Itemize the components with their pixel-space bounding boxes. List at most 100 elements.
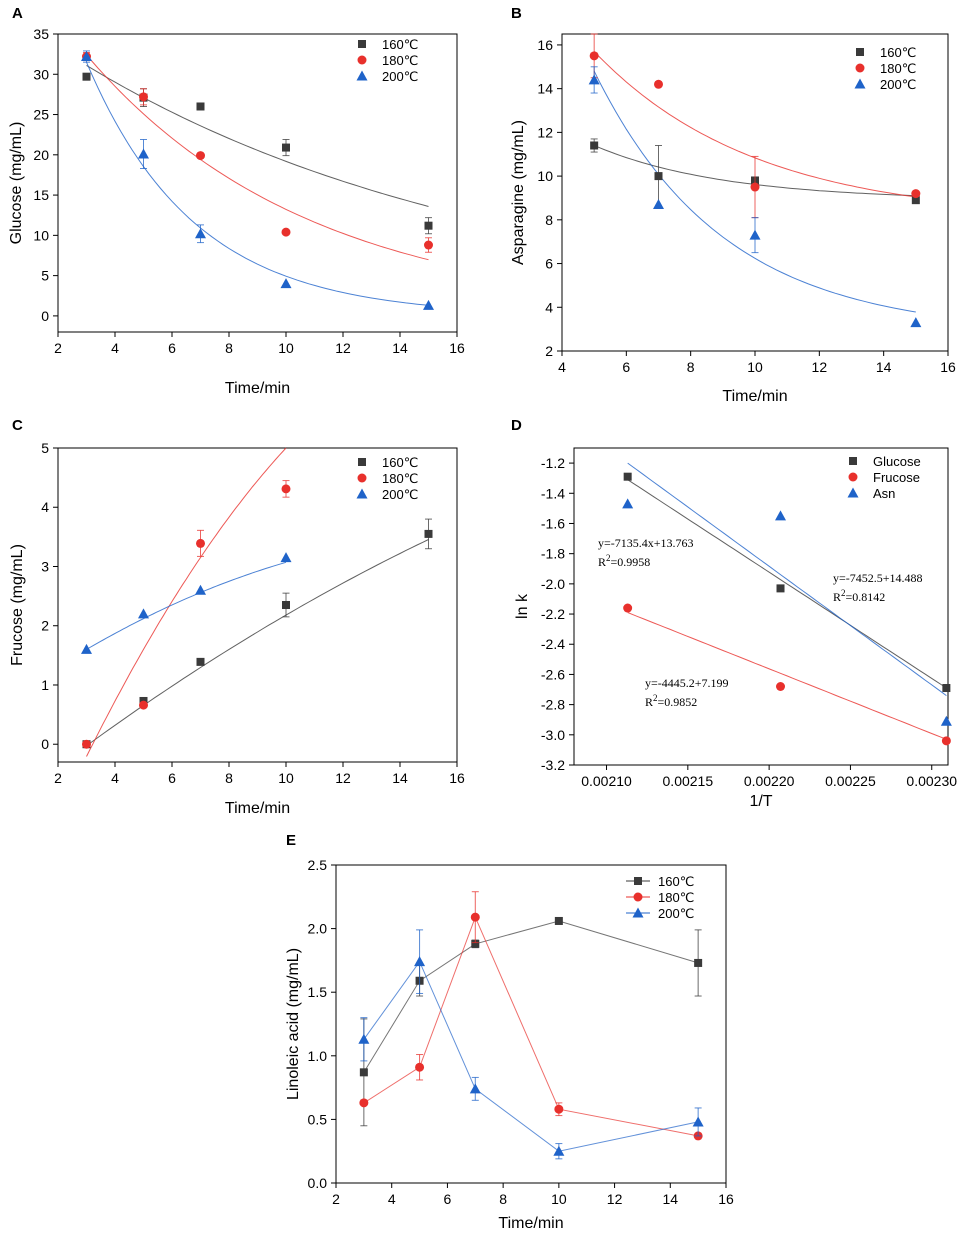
y-tick-label: 20 <box>33 147 49 163</box>
panel-letter: E <box>286 832 296 849</box>
legend-marker <box>856 48 864 56</box>
r-squared-text: R2=0.9852 <box>645 693 697 709</box>
x-tick-label: 8 <box>225 770 233 786</box>
x-tick-label: 12 <box>607 1191 623 1207</box>
legend-label: 180℃ <box>880 61 916 76</box>
y-tick-label: -1.8 <box>541 546 565 562</box>
x-tick-label: 14 <box>662 1191 678 1207</box>
r-squared-sup: 2 <box>841 588 846 598</box>
r-squared-value: =0.8142 <box>846 590 886 604</box>
x-tick-label: 12 <box>812 359 828 375</box>
data-point-1 <box>911 196 920 205</box>
legend-label: 200℃ <box>382 69 418 84</box>
equation-text: y=-7452.5+14.488 <box>833 571 923 585</box>
legend-label: 200℃ <box>658 906 694 921</box>
y-tick-label: 25 <box>33 107 49 123</box>
chart-panel-a: A 2 4 6 8 10 12 14 16 0 5 10 15 20 25 30 35 Time/min Gluco… <box>8 5 465 397</box>
data-point-2 <box>941 736 951 746</box>
legend-marker <box>358 40 366 48</box>
x-tick-label: 16 <box>449 770 465 786</box>
legend-marker <box>848 472 858 482</box>
plot-frame <box>57 33 458 333</box>
data-point-2 <box>911 189 921 199</box>
data-point-3 <box>358 1033 370 1044</box>
x-axis-title: Time/min <box>225 380 290 397</box>
fit-curve-3 <box>86 62 429 306</box>
data-point-2 <box>359 1098 369 1108</box>
x-tick-label: 4 <box>111 770 119 786</box>
r-squared-r: R <box>645 695 653 709</box>
fit-curve-1 <box>86 539 429 747</box>
fit-curve-1 <box>627 479 947 689</box>
x-tick-label: 4 <box>388 1191 396 1207</box>
fit-curve-2 <box>627 612 947 740</box>
x-tick-label: 6 <box>622 359 630 375</box>
panel-letter: D <box>511 417 522 434</box>
data-point-3 <box>940 715 952 726</box>
y-tick-label: 1.0 <box>308 1048 328 1064</box>
panel-letter: A <box>12 5 23 22</box>
fit-curve-2 <box>86 54 429 261</box>
x-axis-title: Time/min <box>722 388 787 405</box>
x-tick-label: 12 <box>335 770 351 786</box>
fit-curve-3 <box>593 70 916 313</box>
legend-label: 200℃ <box>880 77 916 92</box>
data-point-3 <box>692 1116 704 1127</box>
y-tick-label: 12 <box>537 124 553 140</box>
legend-marker <box>632 907 644 918</box>
legend-label: 180℃ <box>382 471 418 486</box>
x-tick-label: 2 <box>54 340 62 356</box>
data-point-2 <box>470 912 480 922</box>
data-point-3 <box>910 317 922 328</box>
y-tick-label: 5 <box>41 268 49 284</box>
data-point-3 <box>622 498 634 509</box>
y-tick-label: 4 <box>41 499 49 515</box>
data-point-1 <box>82 72 91 81</box>
x-tick-label: 16 <box>940 359 956 375</box>
x-axis-title: Time/min <box>498 1215 563 1232</box>
r-squared-value: =0.9852 <box>658 695 698 709</box>
y-tick-label: 35 <box>33 26 49 42</box>
x-tick-label: 10 <box>278 770 294 786</box>
data-point-1 <box>196 657 205 666</box>
data-point-3 <box>138 148 149 159</box>
y-tick-label: -2.2 <box>541 606 565 622</box>
data-point-3 <box>749 229 761 240</box>
x-tick-label: 2 <box>54 770 62 786</box>
y-tick-label: 4 <box>545 299 553 315</box>
data-point-1 <box>282 601 290 609</box>
y-tick-label: 10 <box>33 227 49 243</box>
data-point-1 <box>424 529 433 538</box>
data-point-1 <box>282 143 290 152</box>
y-tick-label: 1.5 <box>308 984 328 1000</box>
data-point-2 <box>415 1062 425 1072</box>
x-tick-label: 16 <box>449 340 465 356</box>
y-axis-title: Asparagine (mg/mL) <box>510 120 527 265</box>
y-tick-label: 2 <box>41 618 49 634</box>
data-point-1 <box>776 584 785 593</box>
x-tick-label: 4 <box>111 340 119 356</box>
legend-label: 180℃ <box>382 53 418 68</box>
data-point-1 <box>590 141 599 150</box>
legend-marker <box>854 78 866 89</box>
y-tick-label: -3.0 <box>541 727 565 743</box>
data-point-3 <box>195 584 206 595</box>
x-tick-label: 14 <box>392 770 408 786</box>
r-squared-r: R <box>598 555 606 569</box>
x-tick-label: 10 <box>278 340 294 356</box>
x-tick-label: 16 <box>718 1191 734 1207</box>
legend-label: 160℃ <box>382 37 418 52</box>
data-point-2 <box>281 227 291 237</box>
series-line-1 <box>363 920 699 1073</box>
legend-marker <box>357 55 367 65</box>
x-tick-label: 8 <box>499 1191 507 1207</box>
y-tick-label: 2.5 <box>308 857 328 873</box>
y-tick-label: 30 <box>33 66 49 82</box>
legend-marker <box>855 63 865 73</box>
y-tick-label: -2.6 <box>541 666 565 682</box>
data-point-2 <box>281 484 291 494</box>
x-tick-label: 0.00220 <box>744 773 795 789</box>
legend-label: 200℃ <box>382 487 418 502</box>
y-axis-title: ln k <box>514 593 531 619</box>
